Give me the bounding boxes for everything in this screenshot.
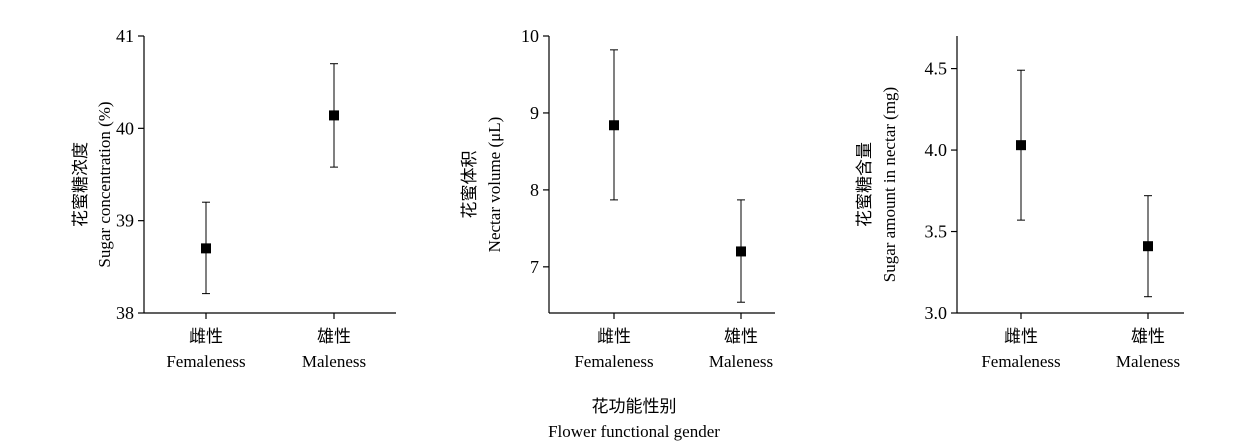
x-tick-label-zh: 雄性 (724, 327, 758, 346)
x-tick-label-zh: 雄性 (317, 327, 351, 346)
x-tick-label-en: Maleness (709, 352, 773, 371)
y-axis-label-en: Nectar volume (μL) (485, 117, 504, 253)
y-tick-label: 40 (116, 118, 134, 138)
x-tick-label-en: Maleness (302, 352, 366, 371)
x-tick-label-zh: 雄性 (1131, 327, 1165, 346)
y-axis-label-zh: 花蜜糖浓度 (71, 142, 90, 227)
chart-panel-2: 7 8 9 10 雌性 Femaleness 雄性 Maleness 花蜜体积 Nectar vo… (460, 26, 775, 371)
y-tick-label: 7 (530, 257, 539, 277)
y-axis-label-en: Sugar concentration (%) (95, 101, 114, 267)
data-point (1143, 241, 1153, 252)
chart-panel-3: 3.0 3.5 4.0 4.5 雌性 Femaleness 雄性 Maleness 花蜜糖含量 S… (855, 36, 1184, 371)
x-tick-label-en: Femaleness (574, 352, 653, 371)
chart-panel-1: 38 39 40 41 雌性 Femaleness 雄性 Maleness 花蜜糖浓度 Sugar… (71, 26, 396, 371)
y-axis-label-zh: 花蜜糖含量 (855, 142, 874, 227)
y-tick-label: 9 (530, 103, 539, 123)
x-tick-label-zh: 雌性 (189, 327, 223, 346)
data-point (329, 110, 339, 121)
y-tick-label: 3.0 (925, 303, 948, 323)
y-tick-label: 39 (116, 211, 134, 231)
y-tick-label: 4.5 (925, 59, 948, 79)
y-tick-label: 8 (530, 180, 539, 200)
y-tick-label: 3.5 (925, 222, 948, 242)
y-tick-label: 41 (116, 26, 134, 46)
data-point (201, 243, 211, 254)
data-point (736, 246, 746, 257)
x-tick-label-en: Femaleness (166, 352, 245, 371)
x-tick-label-en: Femaleness (981, 352, 1060, 371)
y-axis-label-en: Sugar amount in nectar (mg) (880, 87, 899, 282)
y-tick-label: 10 (521, 26, 539, 46)
x-tick-label-zh: 雌性 (1004, 327, 1038, 346)
shared-xlabel-en: Flower functional gender (548, 422, 720, 441)
shared-xlabel-zh: 花功能性别 (592, 397, 677, 416)
y-tick-label: 38 (116, 303, 134, 323)
y-axis-label-zh: 花蜜体积 (460, 151, 479, 219)
data-point (609, 120, 619, 131)
data-point (1016, 140, 1026, 151)
x-tick-label-en: Maleness (1116, 352, 1180, 371)
y-tick-label: 4.0 (925, 140, 948, 160)
x-tick-label-zh: 雌性 (597, 327, 631, 346)
